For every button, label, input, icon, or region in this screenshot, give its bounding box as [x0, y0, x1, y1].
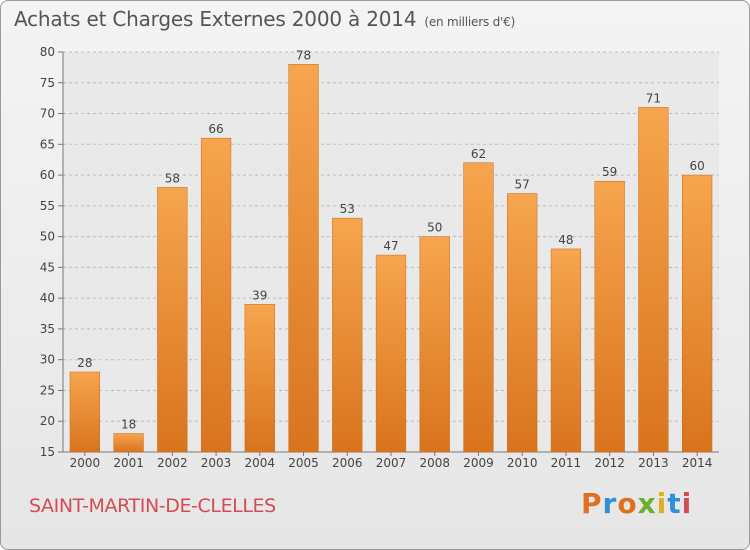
bar-2009 — [463, 162, 494, 453]
x-tick-label-2008: 2008 — [419, 456, 450, 470]
y-tick-label: 70 — [40, 107, 55, 121]
y-tick-label: 45 — [40, 260, 55, 274]
y-tick-label: 25 — [40, 383, 55, 397]
bar-2002 — [157, 187, 188, 453]
y-tick-label: 15 — [40, 445, 55, 459]
bar-2005 — [288, 64, 319, 453]
logo-letter: i — [656, 487, 668, 520]
logo-letter: r — [602, 487, 618, 520]
y-tick-label: 75 — [40, 76, 55, 90]
x-tick-label-2007: 2007 — [376, 456, 407, 470]
bar-2003 — [200, 137, 232, 453]
data-label-2009: 62 — [471, 147, 486, 161]
proxiti-logo: Proxiti — [581, 487, 692, 520]
x-tick-label-2005: 2005 — [288, 456, 319, 470]
data-label-2012: 59 — [602, 165, 617, 179]
bar-2011 — [550, 248, 582, 453]
data-label-2006: 53 — [340, 202, 355, 216]
logo-letter: P — [581, 487, 603, 520]
bar-2007 — [375, 254, 407, 453]
bar-2001 — [113, 433, 144, 453]
logo-letter: x — [637, 487, 657, 520]
commune-name: SAINT-MARTIN-DE-CLELLES — [29, 495, 276, 517]
chart-title-text: Achats et Charges Externes 2000 à 2014 — [14, 7, 417, 31]
logo-letter: o — [617, 487, 638, 520]
bar-2008 — [419, 236, 450, 453]
chart-subtitle: (en milliers d'€) — [424, 15, 516, 29]
logo-letter: t — [667, 487, 682, 520]
bar-2006 — [332, 217, 363, 453]
data-label-2001: 18 — [121, 418, 136, 432]
x-tick-label-2012: 2012 — [594, 456, 625, 470]
y-tick-label: 50 — [40, 230, 55, 244]
x-tick-label-2006: 2006 — [332, 456, 363, 470]
chart-title: Achats et Charges Externes 2000 à 2014 (e… — [14, 7, 515, 31]
y-tick-label: 20 — [40, 414, 55, 428]
logo-letter: i — [681, 487, 693, 520]
x-tick-label-2001: 2001 — [113, 456, 144, 470]
data-label-2005: 78 — [296, 48, 311, 62]
x-tick-label-2014: 2014 — [682, 456, 713, 470]
x-tick-label-2011: 2011 — [551, 456, 582, 470]
data-label-2010: 57 — [515, 178, 530, 192]
data-label-2011: 48 — [558, 233, 573, 247]
data-label-2002: 58 — [165, 171, 180, 185]
bar-2004 — [244, 304, 275, 453]
x-tick-label-2009: 2009 — [463, 456, 494, 470]
y-tick-label: 80 — [40, 45, 55, 59]
y-tick-label: 60 — [40, 168, 55, 182]
y-tick-label: 55 — [40, 199, 55, 213]
bar-2010 — [507, 193, 538, 453]
x-tick-label-2004: 2004 — [245, 456, 276, 470]
y-tick-label: 65 — [40, 137, 55, 151]
x-tick-label-2002: 2002 — [157, 456, 188, 470]
data-label-2014: 60 — [689, 159, 704, 173]
y-tick-label: 40 — [40, 291, 55, 305]
y-tick-label: 35 — [40, 322, 55, 336]
x-tick-label-2010: 2010 — [507, 456, 538, 470]
data-label-2007: 47 — [383, 239, 398, 253]
x-tick-label-2000: 2000 — [70, 456, 101, 470]
bar-2012 — [594, 180, 625, 453]
bar-2000 — [69, 371, 100, 453]
y-tick-label: 30 — [40, 353, 55, 367]
bar-2013 — [638, 107, 669, 453]
x-tick-label-2003: 2003 — [201, 456, 232, 470]
x-tick-label-2013: 2013 — [638, 456, 669, 470]
data-label-2013: 71 — [646, 91, 661, 105]
data-label-2008: 50 — [427, 221, 442, 235]
data-label-2000: 28 — [77, 356, 92, 370]
bar-2014 — [682, 174, 713, 453]
data-label-2004: 39 — [252, 288, 267, 302]
data-label-2003: 66 — [208, 122, 223, 136]
